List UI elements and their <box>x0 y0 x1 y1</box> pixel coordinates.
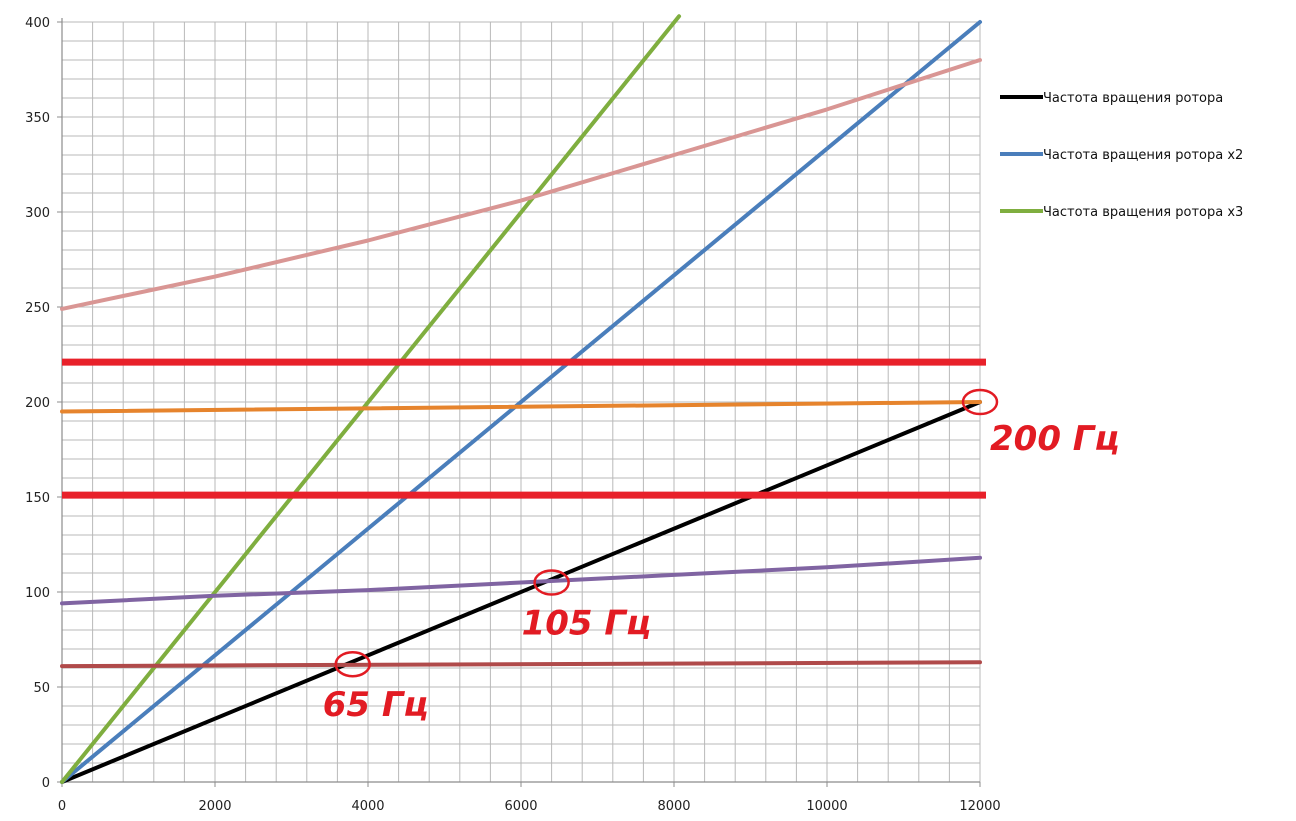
y-tick-label: 350 <box>25 111 50 126</box>
x-tick-label: 12000 <box>959 799 1000 814</box>
series-line-5 <box>60 400 982 414</box>
series-line-4 <box>60 58 982 311</box>
legend-label: Частота вращения ротора x3 <box>1043 205 1243 220</box>
y-tick-label: 50 <box>33 681 50 696</box>
x-tick-label: 6000 <box>504 799 537 814</box>
annotation-label: 200 Гц <box>990 419 1120 459</box>
x-tick-label: 4000 <box>351 799 384 814</box>
annotation-label: 65 Гц <box>323 685 429 725</box>
annotation-ellipse <box>334 650 371 678</box>
legend: Частота вращения ротора Частота вращения … <box>1000 91 1243 220</box>
y-tick-label: 150 <box>25 491 50 506</box>
legend-label: Частота вращения ротора x2 <box>1043 148 1243 163</box>
x-tick-label: 8000 <box>657 799 690 814</box>
annotations: 200 Гц 105 Гц 65 Гц <box>323 388 1120 725</box>
series-line-2 <box>60 20 982 784</box>
y-tick-label: 400 <box>25 16 50 31</box>
series-line-7 <box>60 660 982 669</box>
x-tick-label: 2000 <box>198 799 231 814</box>
y-tick-label: 0 <box>42 776 50 791</box>
x-tick-label: 0 <box>58 799 66 814</box>
annotation-label: 105 Гц <box>522 604 652 644</box>
y-tick-label: 200 <box>25 396 50 411</box>
y-tick-label: 100 <box>25 586 50 601</box>
annotation-ellipse <box>961 388 999 416</box>
threshold-lines <box>62 358 986 499</box>
legend-label: Частота вращения ротора <box>1043 91 1223 106</box>
series-line-1 <box>60 400 982 784</box>
series-lines <box>60 14 982 784</box>
y-tick-label: 300 <box>25 206 50 221</box>
y-tick-label: 250 <box>25 301 50 316</box>
series-line-3 <box>60 14 682 784</box>
x-tick-label: 10000 <box>806 799 847 814</box>
annotation-ellipse <box>533 569 570 596</box>
series-line-6 <box>60 555 982 606</box>
